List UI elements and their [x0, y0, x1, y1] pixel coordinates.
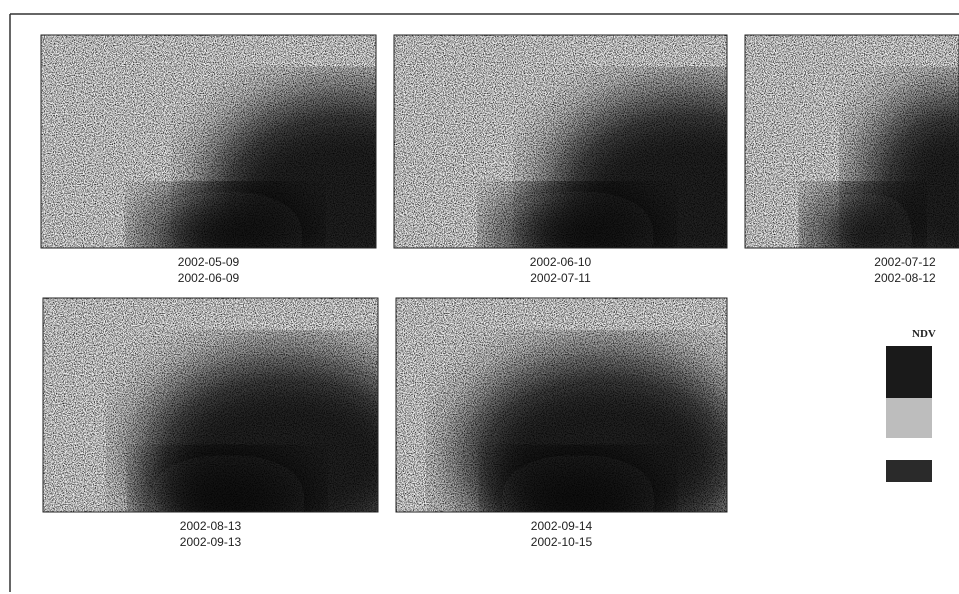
- map-noise: [396, 298, 727, 512]
- map-noise: [41, 35, 376, 248]
- map-border: [395, 297, 728, 513]
- legend: NDV: [886, 328, 936, 482]
- map-border: [42, 297, 379, 513]
- map-border: [40, 34, 377, 249]
- map-noise: [745, 35, 959, 248]
- legend-swatch: [886, 398, 932, 438]
- map-noise: [43, 298, 378, 512]
- map-noise: [394, 35, 727, 248]
- map-image: [41, 35, 376, 248]
- date-end: 2002-07-11: [530, 271, 591, 285]
- map-image: [745, 35, 959, 248]
- legend-title: NDV: [912, 328, 936, 340]
- map-border: [393, 34, 728, 249]
- legend-swatch: [886, 460, 932, 482]
- date-start: 2002-08-13: [180, 519, 242, 533]
- map-image: [43, 298, 378, 512]
- map-image: [396, 298, 727, 512]
- date-start: 2002-09-14: [531, 519, 593, 533]
- legend-swatch: [886, 346, 932, 398]
- date-start: 2002-07-12: [874, 255, 936, 269]
- map-border: [744, 34, 959, 249]
- date-start: 2002-06-10: [530, 255, 592, 269]
- date-end: 2002-10-15: [531, 535, 593, 549]
- date-end: 2002-06-09: [178, 271, 240, 285]
- date-end: 2002-08-12: [874, 271, 936, 285]
- map-image: [394, 35, 727, 248]
- date-start: 2002-05-09: [178, 255, 240, 269]
- date-end: 2002-09-13: [180, 535, 242, 549]
